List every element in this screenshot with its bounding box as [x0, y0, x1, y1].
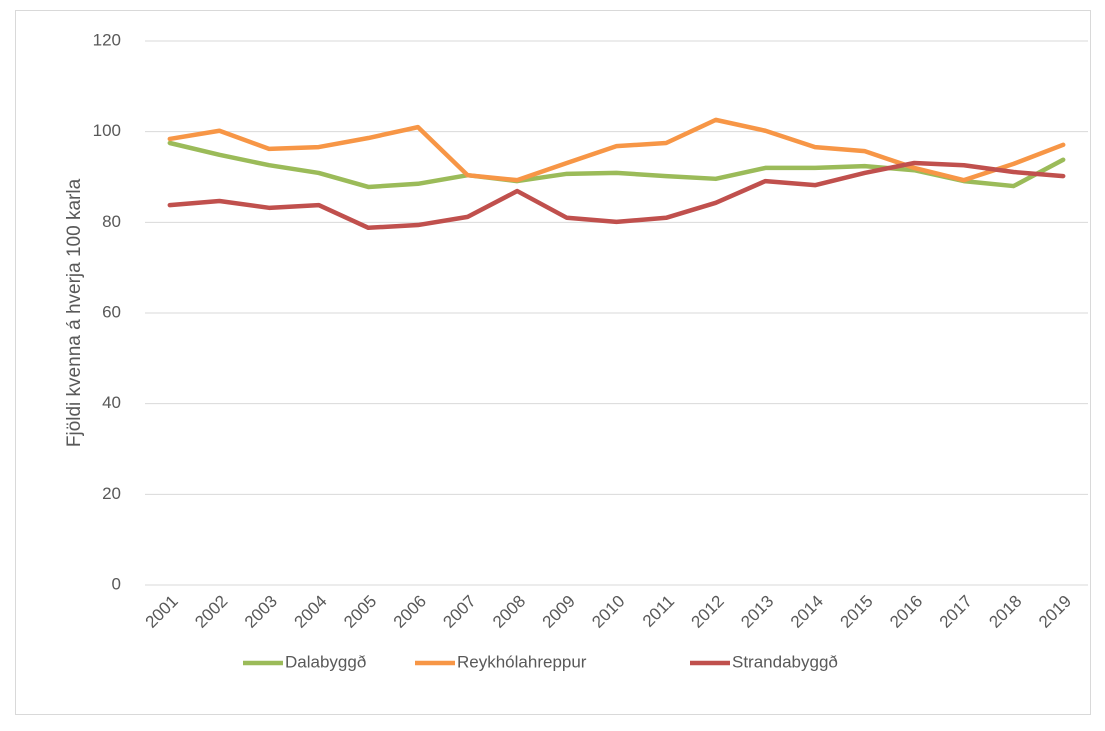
series-line	[167, 160, 1066, 231]
legend-label: Strandabyggð	[732, 652, 838, 671]
y-axis-label: Fjöldi kvenna á hverja 100 karla	[64, 178, 85, 447]
legend-label: Dalabyggð	[285, 652, 366, 671]
y-tick-label: 40	[102, 393, 121, 412]
y-tick-label: 20	[102, 484, 121, 503]
y-tick-label: 120	[93, 30, 121, 49]
series-line	[167, 117, 1066, 183]
legend-label: Reykhólahreppur	[457, 652, 587, 671]
y-tick-label: 100	[93, 121, 121, 140]
y-tick-label: 60	[102, 302, 121, 321]
y-tick-label: 80	[102, 212, 121, 231]
y-tick-label: 0	[112, 574, 121, 593]
chart-frame	[15, 10, 1091, 715]
